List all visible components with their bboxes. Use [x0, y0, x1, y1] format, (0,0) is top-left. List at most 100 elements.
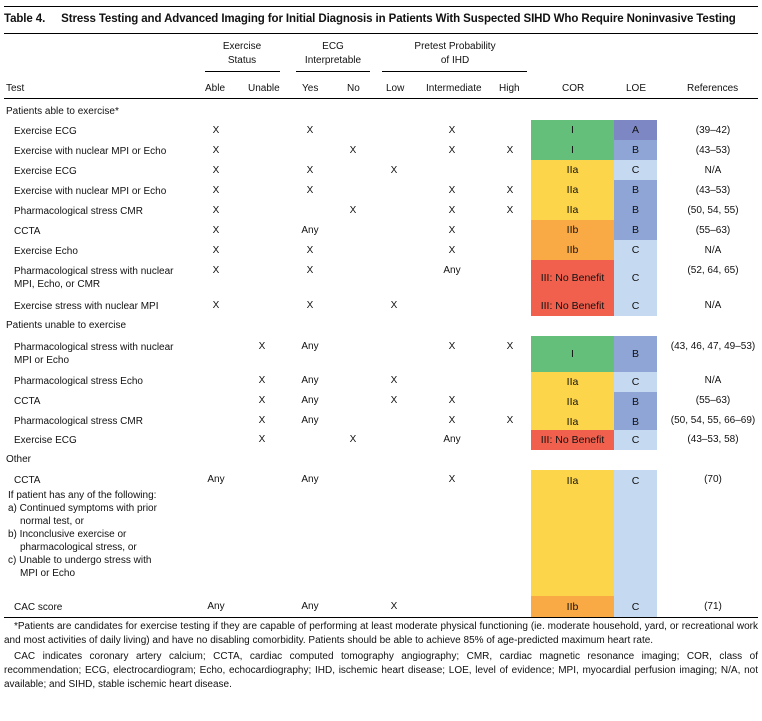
col-yes: Yes	[302, 83, 319, 94]
reference-value: N/A	[704, 165, 722, 176]
high-mark: X	[506, 145, 514, 156]
cor-value: IIb	[566, 244, 579, 256]
group-pretest-line1: Pretest Probability	[414, 41, 496, 52]
cor-value: III: No Benefit	[540, 272, 605, 284]
cor-cell: III: No Benefit	[531, 260, 614, 296]
cor-cell: IIb	[531, 240, 614, 260]
high-mark: X	[506, 205, 514, 216]
low-mark: X	[390, 165, 398, 176]
able-mark: X	[212, 145, 220, 156]
unable-mark: X	[258, 375, 266, 386]
able-mark: X	[212, 165, 220, 176]
able-mark: X	[212, 265, 220, 276]
table-title: Table 4. Stress Testing and Advanced Imag…	[4, 13, 758, 25]
able-mark: X	[212, 225, 220, 236]
cor-cell: III: No Benefit	[531, 430, 614, 450]
loe-cell: B	[614, 200, 657, 220]
cor-value: IIb	[566, 601, 579, 613]
cor-value: IIa	[566, 475, 579, 487]
test-name: CCTA	[14, 395, 40, 408]
intermediate-mark: X	[448, 185, 456, 196]
loe-value: A	[631, 124, 639, 136]
reference-value: (43–53)	[695, 145, 731, 156]
able-mark: X	[212, 300, 220, 311]
reference-value: (52, 64, 65)	[687, 265, 739, 276]
loe-value: B	[631, 416, 639, 428]
col-intermediate: Intermediate	[426, 83, 482, 94]
test-name: CCTA	[14, 474, 40, 487]
reference-value: (71)	[704, 601, 722, 612]
reference-value: (43–53, 58)	[687, 434, 739, 445]
col-cor: COR	[562, 83, 585, 94]
test-name: CAC score	[14, 601, 62, 614]
yes-mark: X	[306, 245, 314, 256]
section-able: Patients able to exercise*	[6, 106, 119, 117]
col-no: No	[347, 83, 360, 94]
group-pretest-line2: of IHD	[440, 55, 470, 66]
cor-value: IIa	[566, 416, 579, 428]
cor-cell: IIa	[531, 470, 614, 596]
other-criteria-item: If patient has any of the following:	[8, 490, 157, 501]
col-loe: LOE	[626, 83, 647, 94]
loe-value: C	[631, 164, 640, 176]
test-name-line1: Pharmacological stress CMR	[14, 416, 143, 427]
body-end-rule	[4, 617, 758, 618]
cor-cell: III: No Benefit	[531, 296, 614, 316]
intermediate-mark: Any	[443, 265, 461, 276]
loe-cell: C	[614, 470, 657, 596]
able-mark: X	[212, 245, 220, 256]
section-unable: Patients unable to exercise	[6, 320, 127, 331]
test-name-line1: Pharmacological stress with nuclear	[14, 266, 174, 277]
loe-value: C	[631, 244, 640, 256]
test-name: Exercise with nuclear MPI or Echo	[14, 185, 166, 198]
test-name: Pharmacological stress with nuclear MPI o…	[14, 341, 174, 367]
no-mark: X	[349, 434, 357, 445]
cor-value: IIa	[566, 164, 579, 176]
loe-cell: C	[614, 596, 657, 618]
loe-value: C	[631, 601, 640, 613]
reference-value: (50, 54, 55)	[687, 205, 739, 216]
loe-cell: B	[614, 140, 657, 160]
test-name-line2: MPI, Echo, or CMR	[14, 279, 101, 290]
yes-mark: X	[306, 185, 314, 196]
test-name: Pharmacological stress with nuclear MPI, …	[14, 265, 174, 291]
test-name-line1: Exercise with nuclear MPI or Echo	[14, 186, 167, 197]
unable-mark: X	[258, 341, 266, 352]
intermediate-mark: X	[448, 474, 456, 485]
test-name: Pharmacological stress CMR	[14, 415, 143, 428]
test-name: Exercise stress with nuclear MPI	[14, 300, 159, 313]
reference-value: N/A	[704, 375, 722, 386]
other-criteria-item: MPI or Echo	[20, 568, 76, 579]
yes-mark: Any	[301, 375, 319, 386]
reference-value: (50, 54, 55, 66–69)	[670, 415, 756, 426]
loe-cell: C	[614, 160, 657, 180]
intermediate-mark: X	[448, 145, 456, 156]
unable-mark: X	[258, 434, 266, 445]
test-name-line1: CCTA	[14, 475, 41, 486]
intermediate-mark: Any	[443, 434, 461, 445]
high-mark: X	[506, 415, 514, 426]
test-name: Exercise ECG	[14, 165, 77, 178]
table-label: Table 4.	[4, 13, 46, 25]
low-mark: X	[390, 601, 398, 612]
loe-value: C	[631, 475, 640, 487]
test-name-line1: Exercise ECG	[14, 126, 77, 137]
unable-mark: X	[258, 395, 266, 406]
col-references: References	[687, 83, 739, 94]
cor-cell: IIa	[531, 200, 614, 220]
test-name: Exercise Echo	[14, 245, 78, 258]
test-name-line1: Exercise with nuclear MPI or Echo	[14, 146, 167, 157]
loe-cell: B	[614, 392, 657, 412]
test-name-line1: Pharmacological stress with nuclear	[14, 342, 174, 353]
group-exercise-status: Exercise Status	[207, 40, 277, 68]
test-name-line1: Exercise stress with nuclear MPI	[14, 301, 159, 312]
group-ecg-line2: Interpretable	[304, 55, 362, 66]
able-mark: Any	[207, 601, 225, 612]
reference-value: N/A	[704, 245, 722, 256]
yes-mark: Any	[301, 395, 319, 406]
cor-value: III: No Benefit	[540, 300, 605, 312]
high-mark: X	[506, 341, 514, 352]
test-name: CCTA	[14, 225, 40, 238]
col-test: Test	[6, 83, 25, 94]
cor-value: I	[571, 348, 574, 360]
